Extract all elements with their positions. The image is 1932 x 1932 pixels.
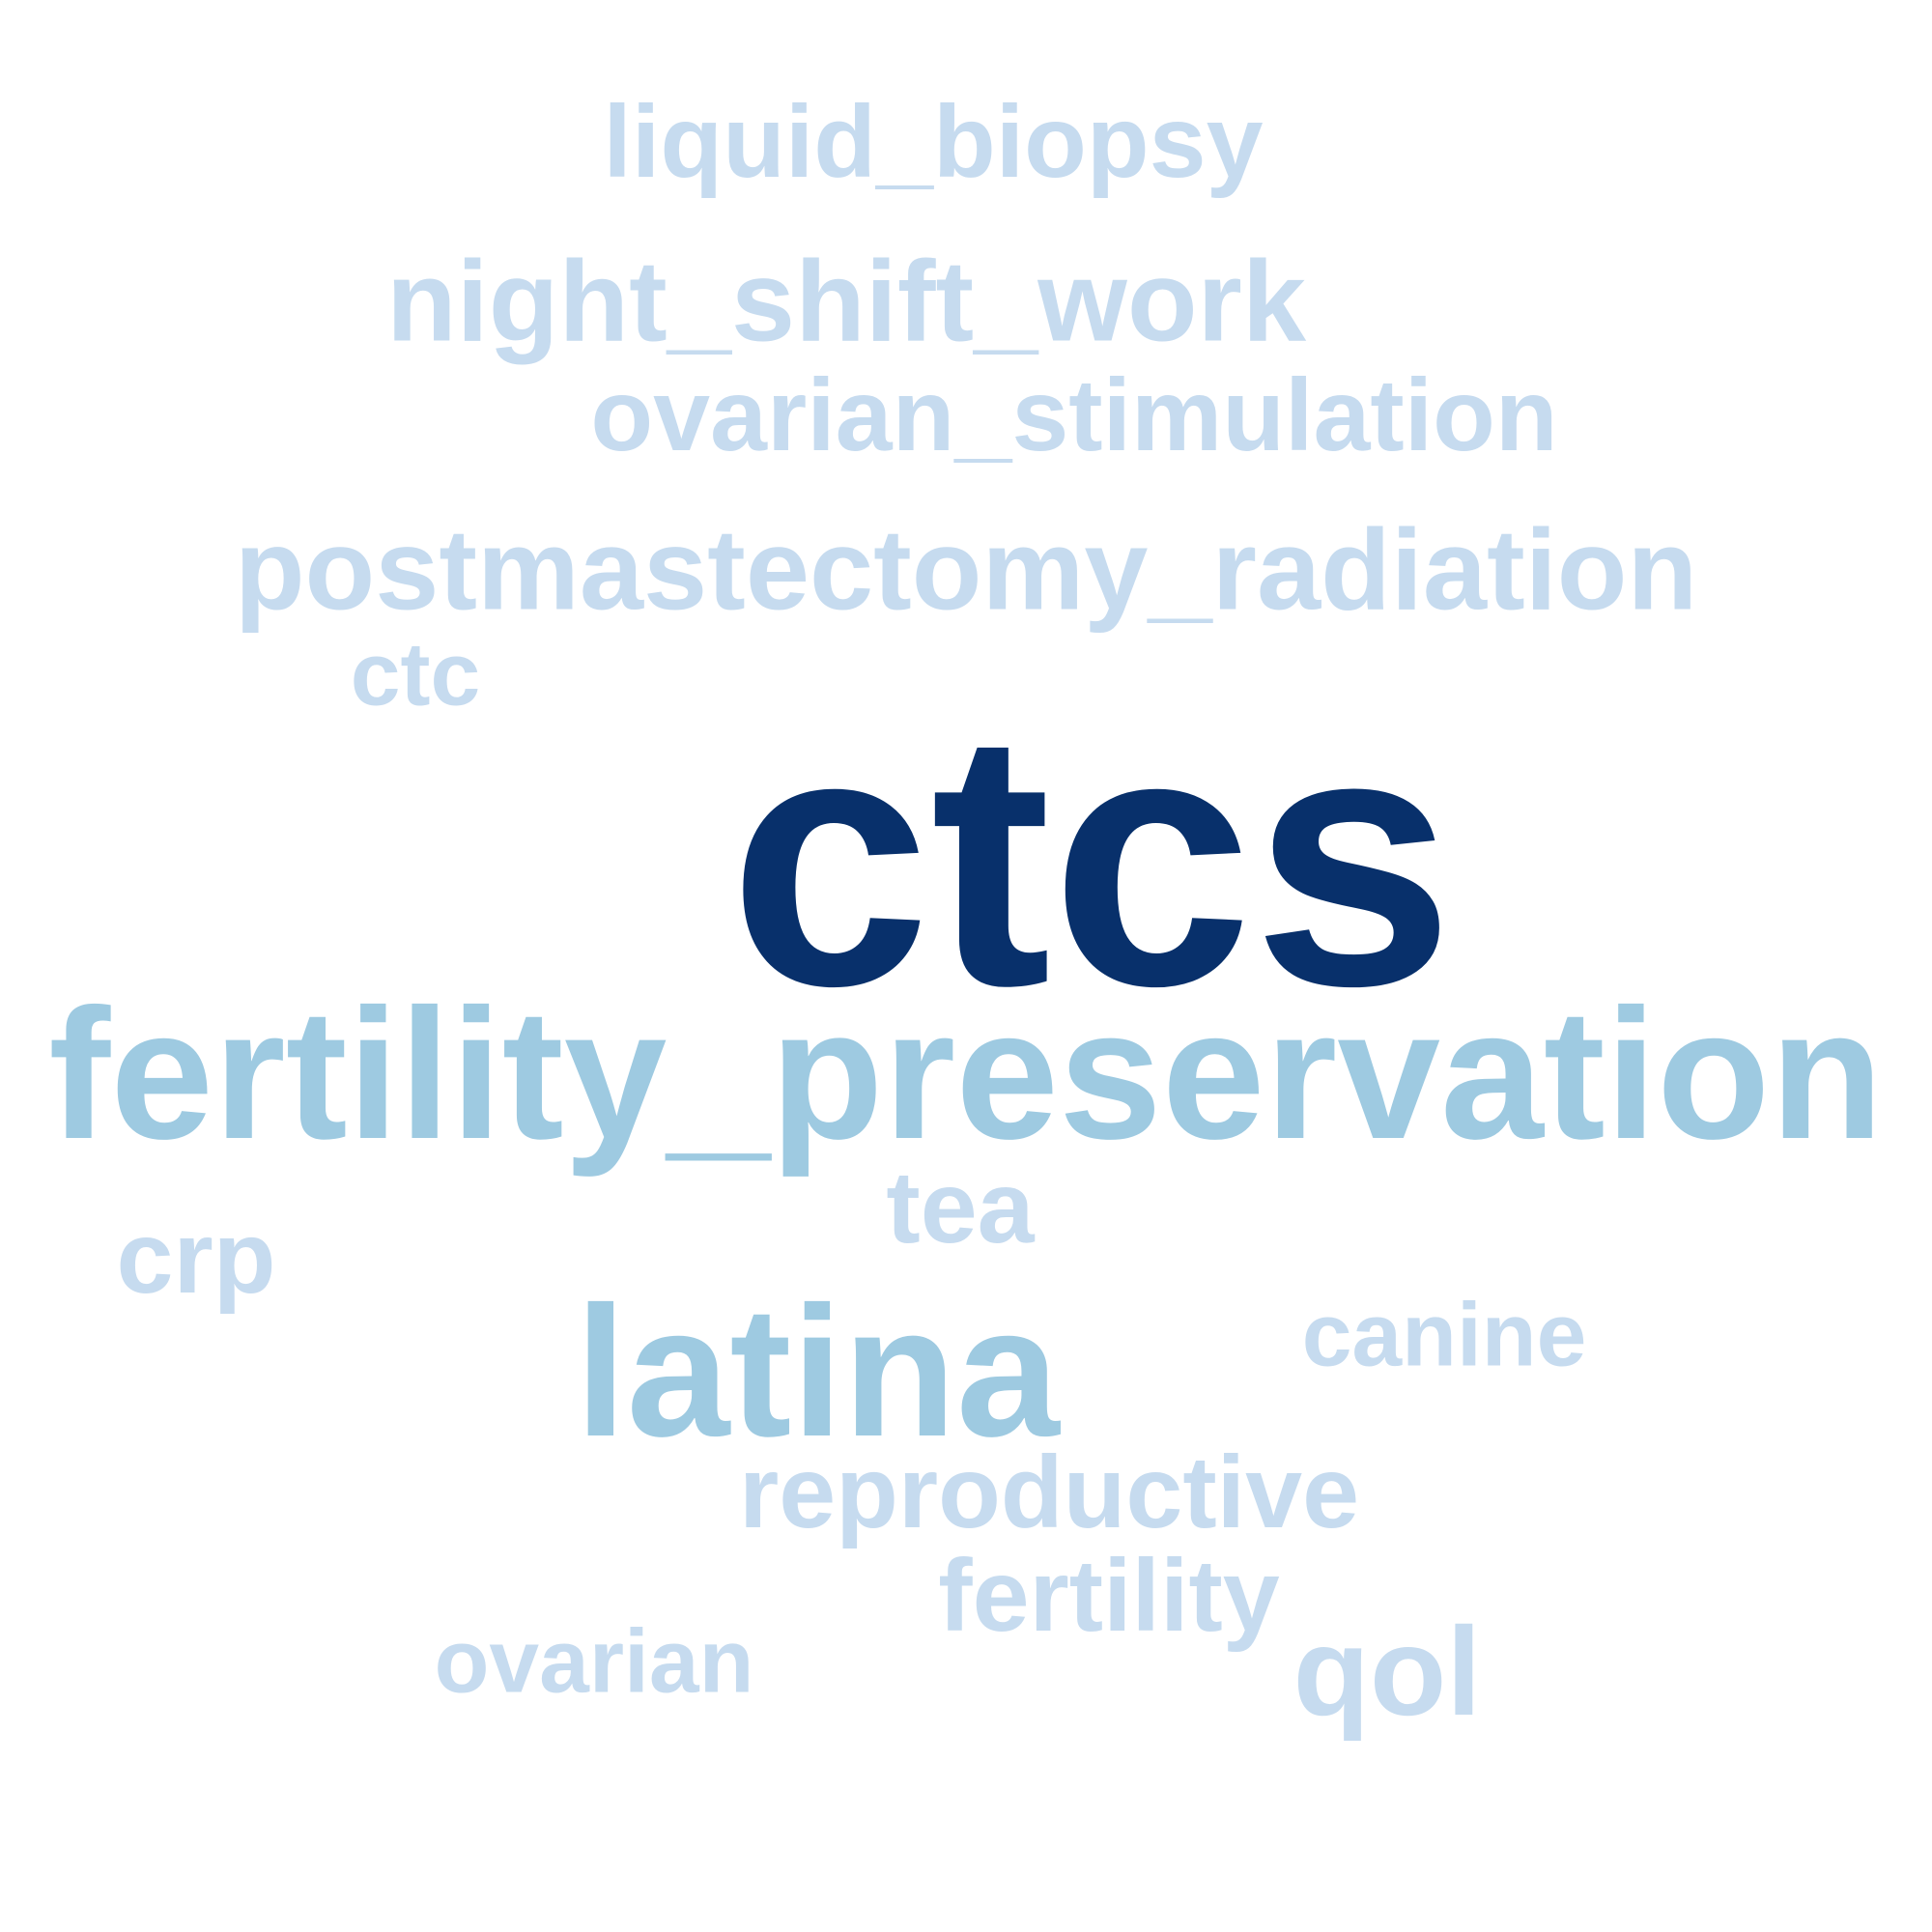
- word-postmastectomy-radiation: postmastectomy_radiation: [234, 505, 1698, 635]
- word-ovarian: ovarian: [434, 1610, 754, 1712]
- word-night-shift-work: night_shift_work: [385, 237, 1307, 366]
- word-tea: tea: [886, 1151, 1035, 1264]
- word-canine: canine: [1301, 1284, 1587, 1385]
- word-ctc: ctc: [350, 623, 481, 724]
- word-ovarian-stimulation: ovarian_stimulation: [590, 358, 1558, 472]
- word-liquid-biopsy: liquid_biopsy: [603, 85, 1264, 199]
- word-qol: qol: [1293, 1601, 1482, 1742]
- word-ctcs: ctcs: [728, 657, 1455, 1062]
- word-reproductive: reproductive: [738, 1435, 1360, 1549]
- word-fertility: fertility: [938, 1539, 1280, 1653]
- word-crp: crp: [116, 1201, 276, 1315]
- word-latina: latina: [575, 1267, 1060, 1475]
- word-fertility-preservation: fertility_preservation: [48, 970, 1884, 1178]
